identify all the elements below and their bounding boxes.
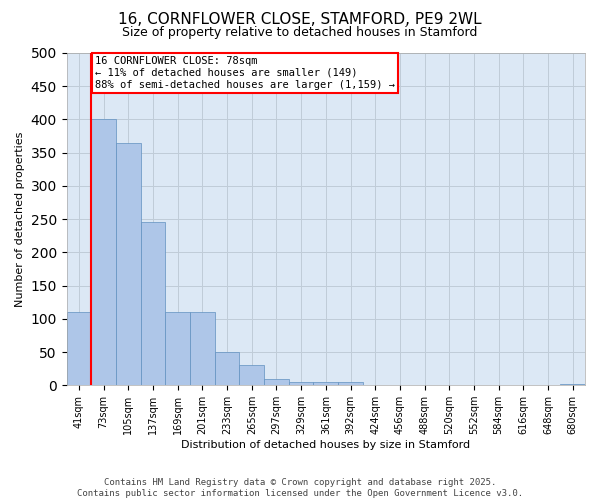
- Bar: [116, 142, 141, 385]
- Y-axis label: Number of detached properties: Number of detached properties: [15, 132, 25, 307]
- Bar: [190, 312, 215, 385]
- Bar: [560, 384, 585, 385]
- Bar: [215, 352, 239, 385]
- Text: 16, CORNFLOWER CLOSE, STAMFORD, PE9 2WL: 16, CORNFLOWER CLOSE, STAMFORD, PE9 2WL: [118, 12, 482, 28]
- Bar: [264, 378, 289, 385]
- Bar: [239, 366, 264, 385]
- Bar: [141, 222, 166, 385]
- Text: Size of property relative to detached houses in Stamford: Size of property relative to detached ho…: [122, 26, 478, 39]
- Bar: [289, 382, 313, 385]
- Text: 16 CORNFLOWER CLOSE: 78sqm
← 11% of detached houses are smaller (149)
88% of sem: 16 CORNFLOWER CLOSE: 78sqm ← 11% of deta…: [95, 56, 395, 90]
- Text: Contains HM Land Registry data © Crown copyright and database right 2025.
Contai: Contains HM Land Registry data © Crown c…: [77, 478, 523, 498]
- Bar: [338, 382, 363, 385]
- Bar: [91, 120, 116, 385]
- Bar: [166, 312, 190, 385]
- Bar: [67, 312, 91, 385]
- Bar: [313, 382, 338, 385]
- X-axis label: Distribution of detached houses by size in Stamford: Distribution of detached houses by size …: [181, 440, 470, 450]
